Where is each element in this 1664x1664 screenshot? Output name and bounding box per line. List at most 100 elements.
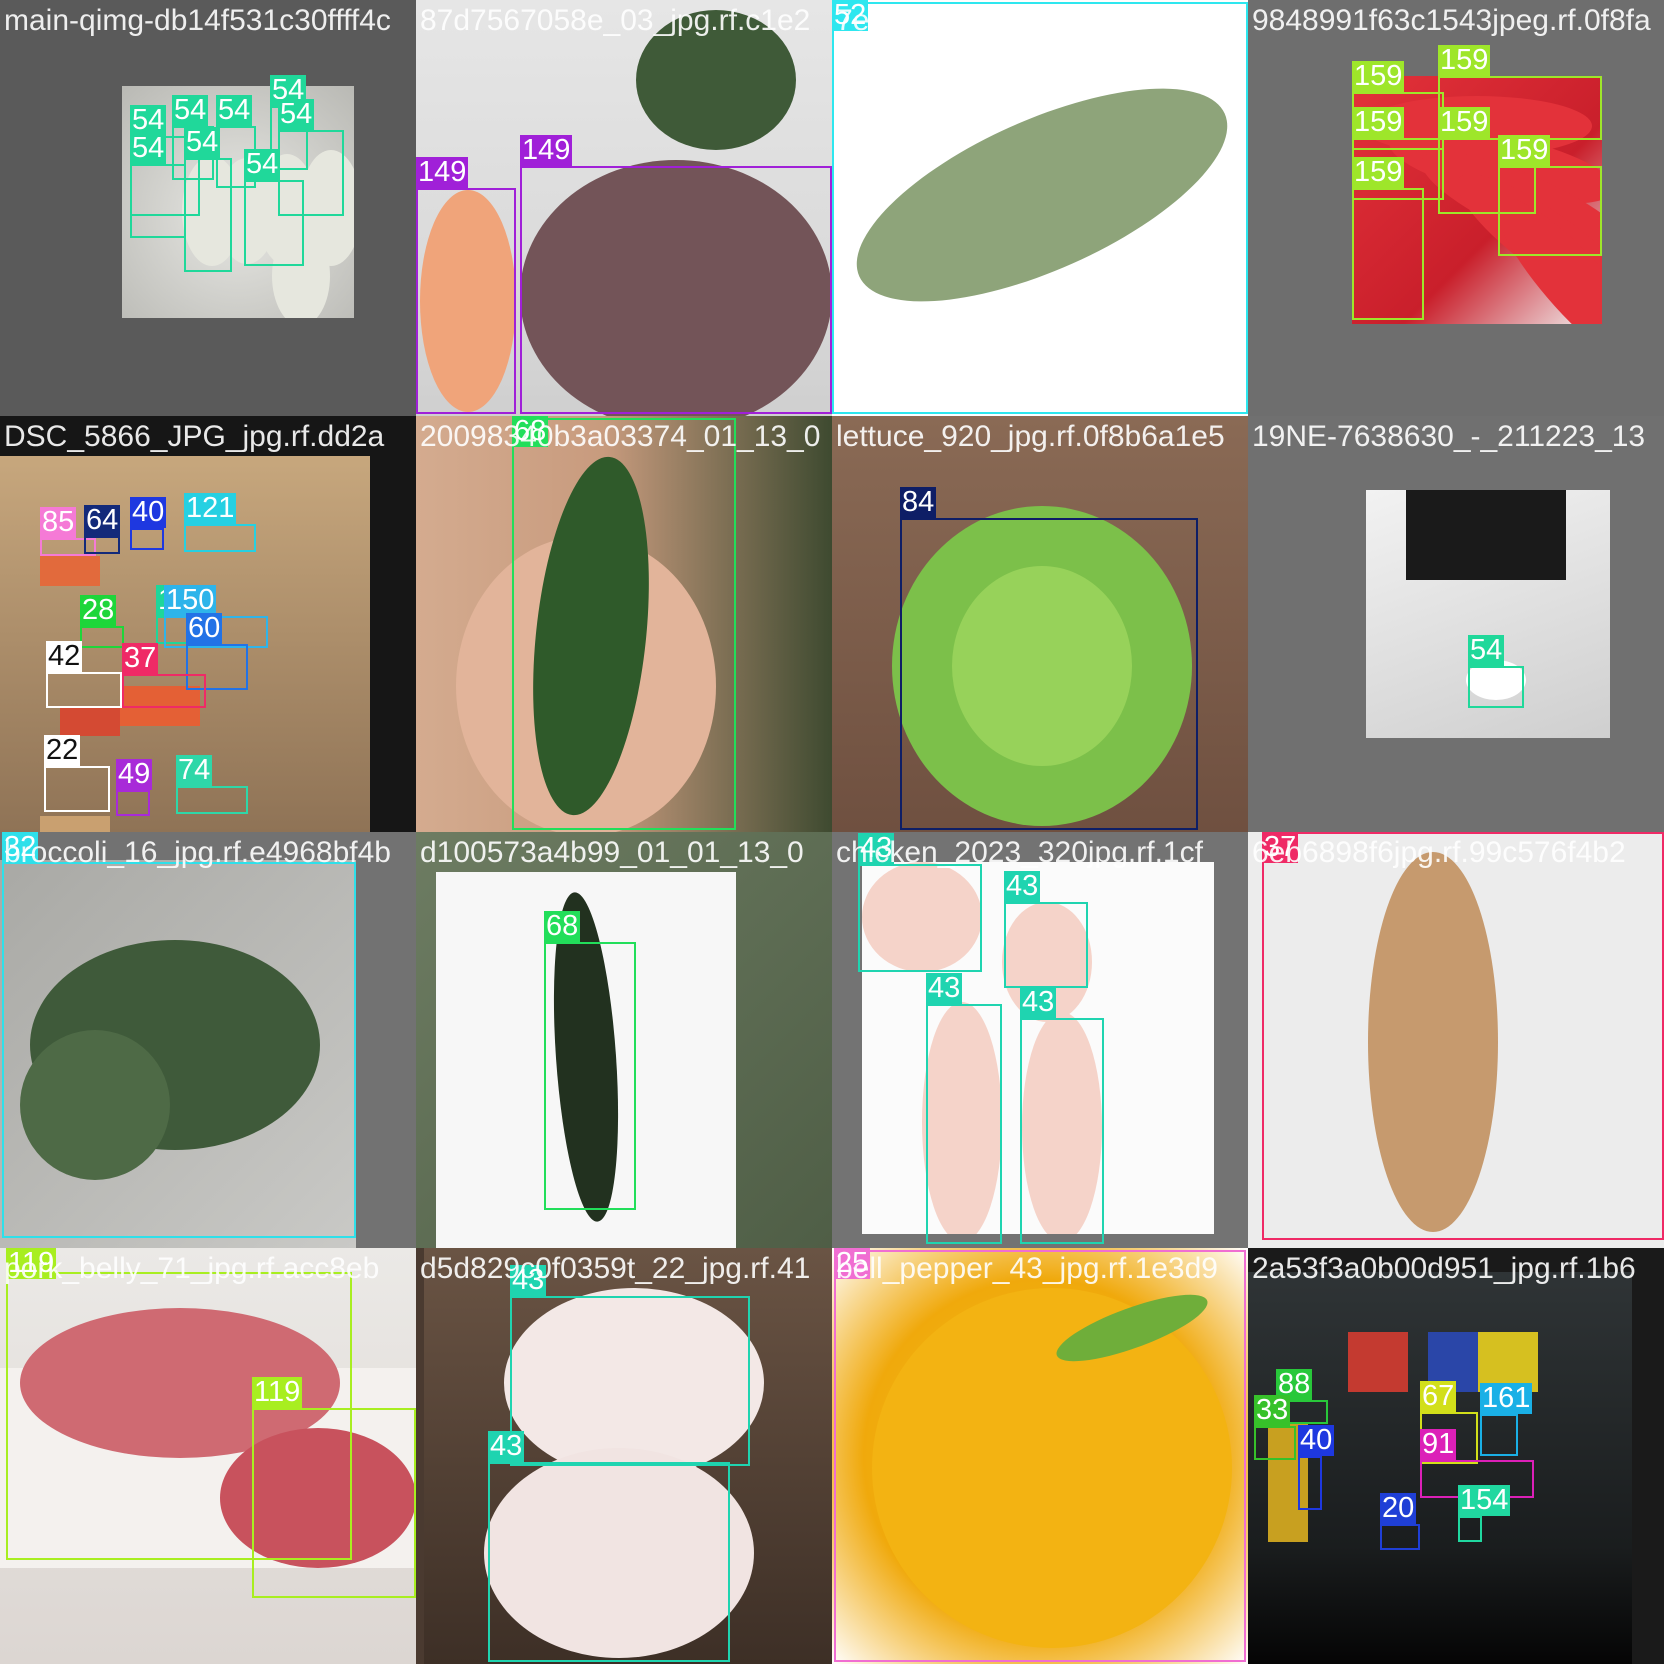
detection-box bbox=[44, 766, 110, 812]
mosaic-tile: 6eb6898f6jpg.rf.99c576f4b2 37 bbox=[1248, 832, 1664, 1248]
detection-box bbox=[1458, 1516, 1482, 1542]
detection-label: 161 bbox=[1480, 1382, 1533, 1414]
produce-shape bbox=[484, 1448, 754, 1658]
produce-shape bbox=[20, 1030, 170, 1180]
tile-filename: 20098340b3a03374_01_13_0 bbox=[420, 420, 821, 453]
tile-filename: pork_belly_71_jpg.rf.acc8eb bbox=[4, 1252, 380, 1285]
detection-label: 54 bbox=[216, 94, 253, 126]
mosaic-tile: pork_belly_71_jpg.rf.acc8eb 119 119 bbox=[0, 1248, 416, 1664]
produce-shape bbox=[862, 862, 982, 972]
detection-box bbox=[1004, 902, 1088, 988]
detection-label: 43 bbox=[926, 972, 963, 1004]
detection-label: 54 bbox=[244, 148, 281, 180]
detection-label: 28 bbox=[80, 594, 117, 626]
detection-label: 54 bbox=[130, 132, 167, 164]
detection-box bbox=[858, 864, 982, 972]
detection-box bbox=[1352, 188, 1424, 320]
tile-filename: 19NE-7638630_-_211223_13 bbox=[1252, 420, 1646, 453]
produce-shape bbox=[60, 706, 120, 736]
tile-filename: lettuce_920_jpg.rf.0f8b6a1e5 bbox=[836, 420, 1225, 453]
tile-photo bbox=[1248, 1272, 1632, 1664]
tile-photo bbox=[832, 1248, 1248, 1664]
detection-label: 54 bbox=[278, 98, 315, 130]
produce-shape bbox=[636, 10, 796, 150]
detection-box bbox=[80, 626, 124, 648]
detection-label: 119 bbox=[252, 1376, 303, 1408]
detection-label: 91 bbox=[1420, 1428, 1457, 1460]
detection-box bbox=[6, 1272, 352, 1560]
detection-label: 159 bbox=[1352, 156, 1405, 188]
detection-label: 159 bbox=[1498, 134, 1551, 166]
produce-shape bbox=[272, 226, 330, 318]
detection-label: 52 bbox=[832, 0, 869, 31]
detection-label: 49 bbox=[116, 758, 153, 790]
mosaic-tile: 19NE-7638630_-_211223_13 54 bbox=[1248, 416, 1664, 832]
detection-box bbox=[1254, 1426, 1296, 1460]
detection-label: 20 bbox=[1380, 1492, 1417, 1524]
detection-box bbox=[244, 180, 304, 266]
tile-photo bbox=[416, 416, 832, 832]
mosaic-tile: d5d829c0f0359t_22_jpg.rf.41 43 43 bbox=[416, 1248, 832, 1664]
detection-box bbox=[184, 158, 232, 272]
detection-label: 25 bbox=[834, 1248, 871, 1279]
produce-shape bbox=[1022, 1012, 1102, 1234]
detection-box bbox=[832, 2, 1248, 414]
detection-box bbox=[1480, 1414, 1518, 1456]
produce-shape bbox=[872, 1288, 1232, 1648]
detection-label: 43 bbox=[488, 1430, 525, 1462]
tile-photo bbox=[416, 0, 832, 416]
detection-label: 60 bbox=[186, 612, 223, 644]
detection-box bbox=[130, 164, 186, 238]
detection-box bbox=[122, 674, 206, 708]
detection-box bbox=[176, 786, 248, 814]
mosaic-tile: main-qimg-db14f531c30ffff4c 54 54 54 54 54 54 5… bbox=[0, 0, 416, 416]
detection-label: 88 bbox=[1276, 1368, 1313, 1400]
tile-filename: broccoli_16_jpg.rf.e4968bf4b bbox=[4, 836, 391, 869]
tile-photo bbox=[1366, 490, 1610, 738]
tile-photo bbox=[1248, 832, 1664, 1248]
detection-box bbox=[1468, 666, 1524, 708]
tile-filename: bell_pepper_43_jpg.rf.1e3d9 bbox=[836, 1252, 1218, 1285]
produce-shape bbox=[952, 566, 1132, 766]
detection-label: 67 bbox=[1420, 1380, 1457, 1412]
detection-label: 149 bbox=[520, 134, 573, 166]
produce-shape bbox=[1348, 1332, 1408, 1392]
produce-shape bbox=[40, 556, 100, 586]
tile-filename: 9848991f63c1543jpeg.rf.0f8fa bbox=[1252, 4, 1651, 37]
detection-label: 64 bbox=[84, 504, 121, 536]
mosaic-tile: bell_pepper_43_jpg.rf.1e3d9 25 bbox=[832, 1248, 1248, 1664]
mosaic-tile: d100573a4b99_01_01_13_0 68 bbox=[416, 832, 832, 1248]
detection-label: 37 bbox=[1262, 832, 1299, 863]
detection-box bbox=[1298, 1456, 1322, 1510]
detection-label: 119 bbox=[6, 1248, 57, 1279]
detection-box bbox=[84, 536, 120, 554]
detection-label: 159 bbox=[1438, 106, 1491, 138]
detection-label: 43 bbox=[1004, 870, 1041, 902]
detection-label: 149 bbox=[416, 156, 469, 188]
tile-photo bbox=[424, 1248, 832, 1664]
detection-box bbox=[510, 1296, 750, 1466]
detection-box bbox=[186, 644, 248, 690]
tile-filename: 7ee3be5f5a19_jpg.rf.a60270 bbox=[836, 4, 1220, 37]
produce-shape bbox=[420, 190, 516, 412]
detection-label: 42 bbox=[46, 640, 83, 672]
tile-filename: main-qimg-db14f531c30ffff4c bbox=[4, 4, 391, 37]
mosaic-tile: broccoli_16_jpg.rf.e4968bf4b 32 bbox=[0, 832, 416, 1248]
detection-box bbox=[926, 1004, 1002, 1244]
detection-label: 150 bbox=[164, 584, 217, 616]
detection-label: 40 bbox=[1298, 1424, 1335, 1456]
tile-filename: 87d7567058e_03_jpg.rf.c1e2 bbox=[420, 4, 811, 37]
detection-label: 154 bbox=[1458, 1484, 1511, 1516]
detection-box bbox=[40, 538, 96, 556]
detection-box bbox=[1380, 1524, 1420, 1550]
mosaic-tile: chicken_2023_320jpg.rf.1cf 43 43 43 43 bbox=[832, 832, 1248, 1248]
detection-box bbox=[1498, 166, 1602, 256]
mosaic-tile: 9848991f63c1543jpeg.rf.0f8fa 159 159 159 159… bbox=[1248, 0, 1664, 416]
detection-box bbox=[1438, 138, 1536, 214]
detection-label: 33 bbox=[1254, 1394, 1291, 1426]
detection-label: 121 bbox=[184, 492, 237, 524]
tile-photo bbox=[862, 862, 1214, 1234]
detection-box bbox=[1262, 832, 1664, 1240]
produce-shape bbox=[1406, 490, 1566, 580]
detection-label: 43 bbox=[858, 832, 895, 864]
